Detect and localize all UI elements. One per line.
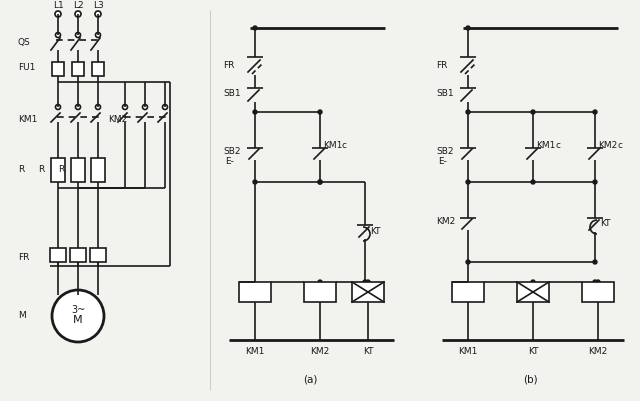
Circle shape [318, 110, 322, 114]
Text: KT: KT [528, 348, 538, 356]
Circle shape [95, 11, 101, 17]
Bar [92, 62, 104, 76]
Bar [90, 248, 106, 262]
Circle shape [163, 105, 168, 109]
Text: KM2: KM2 [310, 348, 330, 356]
Circle shape [52, 290, 104, 342]
Circle shape [593, 260, 597, 264]
Circle shape [122, 105, 127, 109]
Circle shape [596, 280, 600, 284]
Text: FU1: FU1 [18, 63, 35, 73]
Bar [304, 282, 336, 302]
Text: (a): (a) [303, 375, 317, 385]
Text: R: R [18, 166, 24, 174]
Text: KM1: KM1 [536, 142, 556, 150]
Text: M: M [73, 315, 83, 325]
Circle shape [75, 11, 81, 17]
Circle shape [593, 180, 597, 184]
Text: QS: QS [18, 38, 31, 47]
Circle shape [318, 280, 322, 284]
Circle shape [593, 110, 597, 114]
Circle shape [466, 26, 470, 30]
Circle shape [95, 105, 100, 109]
Text: KM2: KM2 [598, 142, 617, 150]
Bar [239, 282, 271, 302]
Text: KM1: KM1 [245, 348, 265, 356]
Text: FR: FR [436, 61, 447, 69]
Bar [52, 62, 64, 76]
Circle shape [95, 32, 100, 38]
Text: L3: L3 [93, 2, 104, 10]
Text: SB1: SB1 [223, 89, 241, 99]
Circle shape [76, 105, 81, 109]
Circle shape [56, 105, 61, 109]
Bar [582, 282, 614, 302]
Text: KT: KT [600, 219, 611, 229]
Text: SB1: SB1 [436, 89, 454, 99]
Text: KM1: KM1 [458, 348, 477, 356]
Bar [517, 282, 549, 302]
Circle shape [466, 260, 470, 264]
Text: SB2: SB2 [436, 146, 454, 156]
Text: L2: L2 [73, 2, 83, 10]
Circle shape [253, 110, 257, 114]
Bar [91, 158, 105, 182]
Text: KM2: KM2 [588, 348, 607, 356]
Text: L1: L1 [52, 2, 63, 10]
Bar [352, 282, 384, 302]
Text: (b): (b) [523, 375, 538, 385]
Text: KT: KT [363, 348, 373, 356]
Bar [50, 248, 66, 262]
Bar [452, 282, 484, 302]
Circle shape [531, 110, 535, 114]
Circle shape [593, 280, 597, 284]
Text: с: с [555, 142, 560, 150]
Text: с: с [617, 142, 622, 150]
Circle shape [318, 180, 322, 184]
Text: KM1: KM1 [18, 115, 37, 124]
Circle shape [76, 32, 81, 38]
Text: SB2: SB2 [223, 146, 241, 156]
Circle shape [466, 180, 470, 184]
Text: FR: FR [18, 253, 29, 263]
Circle shape [56, 32, 61, 38]
Text: 3~: 3~ [71, 305, 85, 315]
Text: M: M [18, 312, 26, 320]
Circle shape [318, 180, 322, 184]
Text: E-: E- [225, 158, 234, 166]
Circle shape [253, 180, 257, 184]
Bar [51, 158, 65, 182]
Circle shape [466, 110, 470, 114]
Text: R: R [38, 166, 44, 174]
Text: FR: FR [223, 61, 234, 69]
Circle shape [531, 180, 535, 184]
Circle shape [531, 280, 535, 284]
Circle shape [55, 11, 61, 17]
Circle shape [143, 105, 147, 109]
Circle shape [366, 280, 370, 284]
Text: KM2: KM2 [436, 217, 455, 225]
Text: E-: E- [438, 158, 447, 166]
Bar [72, 62, 84, 76]
Text: KM2: KM2 [108, 115, 127, 124]
Text: с: с [342, 142, 347, 150]
Text: KT: KT [370, 227, 381, 235]
Bar [70, 248, 86, 262]
Text: KM1: KM1 [323, 142, 342, 150]
Circle shape [363, 280, 367, 284]
Text: R: R [58, 166, 64, 174]
Bar [71, 158, 85, 182]
Circle shape [253, 26, 257, 30]
